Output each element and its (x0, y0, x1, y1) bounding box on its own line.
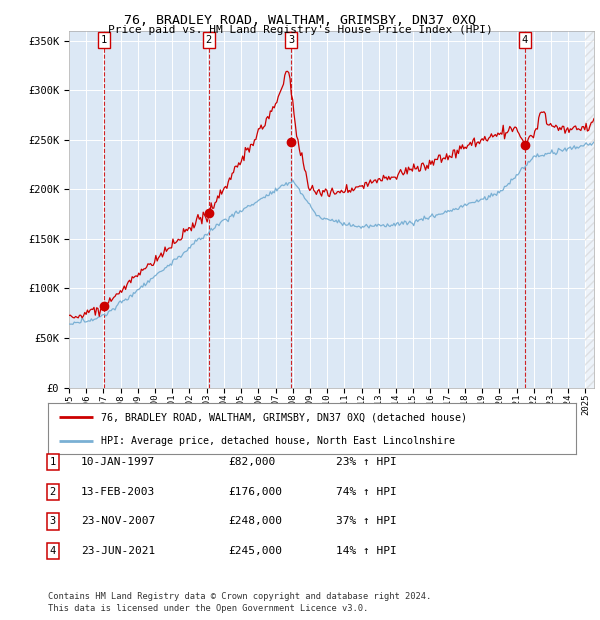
Text: Contains HM Land Registry data © Crown copyright and database right 2024.
This d: Contains HM Land Registry data © Crown c… (48, 591, 431, 613)
Text: 3: 3 (50, 516, 56, 526)
Text: 4: 4 (50, 546, 56, 556)
Text: £176,000: £176,000 (228, 487, 282, 497)
Text: 1: 1 (101, 35, 107, 45)
Text: Price paid vs. HM Land Registry's House Price Index (HPI): Price paid vs. HM Land Registry's House … (107, 25, 493, 35)
Text: 76, BRADLEY ROAD, WALTHAM, GRIMSBY, DN37 0XQ: 76, BRADLEY ROAD, WALTHAM, GRIMSBY, DN37… (124, 14, 476, 27)
Text: 13-FEB-2003: 13-FEB-2003 (81, 487, 155, 497)
Text: 23% ↑ HPI: 23% ↑ HPI (336, 457, 397, 467)
Text: 76, BRADLEY ROAD, WALTHAM, GRIMSBY, DN37 0XQ (detached house): 76, BRADLEY ROAD, WALTHAM, GRIMSBY, DN37… (101, 412, 467, 422)
Text: 74% ↑ HPI: 74% ↑ HPI (336, 487, 397, 497)
Text: 2: 2 (206, 35, 212, 45)
Text: 14% ↑ HPI: 14% ↑ HPI (336, 546, 397, 556)
Text: 2: 2 (50, 487, 56, 497)
Text: £82,000: £82,000 (228, 457, 275, 467)
Text: 4: 4 (521, 35, 528, 45)
Text: 3: 3 (288, 35, 294, 45)
Text: 1: 1 (50, 457, 56, 467)
Text: 10-JAN-1997: 10-JAN-1997 (81, 457, 155, 467)
Text: HPI: Average price, detached house, North East Lincolnshire: HPI: Average price, detached house, Nort… (101, 436, 455, 446)
Text: 37% ↑ HPI: 37% ↑ HPI (336, 516, 397, 526)
Text: 23-NOV-2007: 23-NOV-2007 (81, 516, 155, 526)
Text: £248,000: £248,000 (228, 516, 282, 526)
Text: £245,000: £245,000 (228, 546, 282, 556)
Text: 23-JUN-2021: 23-JUN-2021 (81, 546, 155, 556)
